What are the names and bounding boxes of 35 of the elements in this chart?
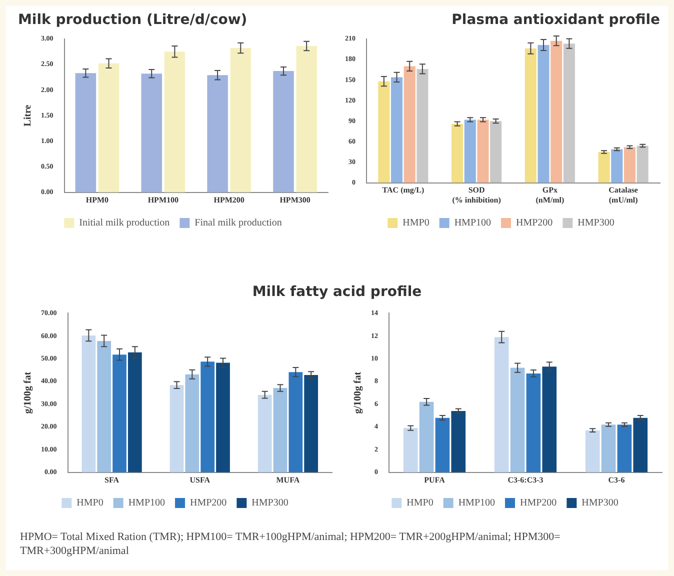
legend-label: HMP200 [520,498,557,509]
x-tick-label: C3-6:C3-3 [508,475,544,484]
legend-label: HMP100 [458,498,496,509]
y-axis-title: g/100g fat [22,371,34,414]
text: HPMO= Total Mixed Ration (TMR); HPM100= TMR+100gHPM/animal; HPM200= TMR+200gHPM/animal; HPM300= TMR+300gHPM/animal [20,530,562,558]
legend-label: HMP300 [582,498,618,509]
legend-label: Final milk production [194,218,282,229]
y-axis-title: g/100g fat [352,371,364,414]
x-tick-label: MUFA [276,475,300,484]
chart-title: Milk fatty acid profile [251,284,423,300]
legend-label: HMP200 [516,218,553,229]
legend-label: HMP300 [252,498,288,509]
legend-label: Initial milk production [79,218,170,229]
legend-label: HMP0 [406,498,434,509]
legend-label: HMP100 [454,218,492,229]
x-tick-label: HPM100 [148,195,178,204]
x-tick-label: SFA [104,475,120,484]
legend-label: HMP0 [76,498,104,509]
x-tick-label: HPM200 [214,195,244,204]
x-tick-label: HPM300 [280,195,310,204]
chart-title: Plasma antioxidant profile [452,12,660,28]
x-tick-label: C3-6 [608,475,625,484]
x-tick-label: SOD (% inhibition) [452,186,502,204]
legend-label: HMP100 [128,498,166,509]
x-tick-label: TAC (mg/L) [382,186,424,195]
x-tick-label: USFA [190,475,210,484]
x-tick-label: GPx (nM/ml) [536,186,564,204]
x-tick-label: HPM0 [86,195,109,204]
y-axis-title: Litre [22,104,34,126]
legend-label: HMP0 [402,218,430,229]
legend-label: HMP200 [190,498,227,509]
x-tick-label: Catalase (mU/ml) [608,186,638,204]
chart-title: Milk production (Litre/d/cow) [18,12,248,28]
x-tick-label: PUFA [424,475,446,484]
legend-label: HMP300 [578,218,614,229]
